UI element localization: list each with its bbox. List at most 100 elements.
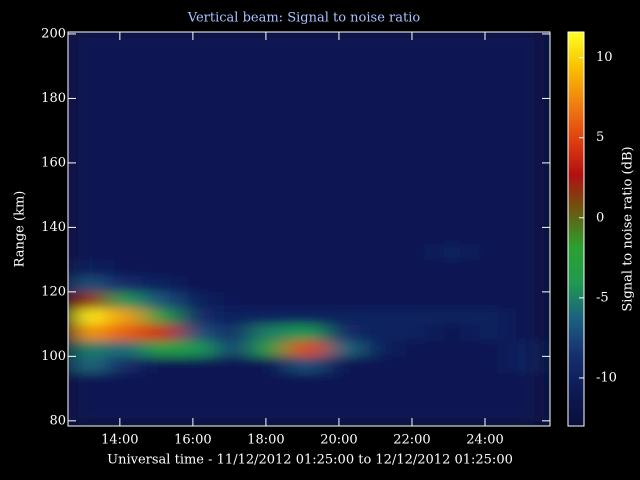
colorbar-strip bbox=[568, 198, 584, 201]
colorbar-strip bbox=[568, 354, 584, 357]
colorbar-strip bbox=[568, 132, 584, 135]
colorbar-strip bbox=[568, 54, 584, 57]
heat-cell bbox=[287, 307, 325, 325]
heat-cell bbox=[287, 98, 325, 116]
heat-cell bbox=[214, 162, 252, 180]
heat-cell bbox=[360, 404, 398, 422]
y-tick-label: 80 bbox=[49, 413, 66, 428]
colorbar-strip bbox=[568, 56, 584, 59]
heat-cell bbox=[506, 114, 544, 132]
heat-cell bbox=[324, 66, 362, 83]
heat-cell bbox=[68, 227, 106, 245]
heat-cell bbox=[214, 66, 252, 83]
colorbar-strip bbox=[568, 270, 584, 273]
heat-cell bbox=[251, 50, 289, 67]
heat-cell bbox=[397, 388, 435, 406]
colorbar-strip bbox=[568, 70, 584, 73]
colorbar-strip bbox=[568, 356, 584, 359]
colorbar-strip bbox=[568, 332, 584, 335]
colorbar-strip bbox=[568, 392, 584, 395]
heat-cell bbox=[506, 195, 544, 212]
heat-cell bbox=[287, 66, 325, 83]
colorbar-strip bbox=[568, 302, 584, 305]
heat-cell bbox=[433, 33, 471, 51]
heat-cell bbox=[506, 98, 544, 116]
heat-cell bbox=[433, 66, 471, 83]
heat-cell bbox=[68, 146, 106, 164]
heat-cell bbox=[324, 33, 362, 51]
heat-cell bbox=[287, 50, 325, 67]
colorbar-strip bbox=[568, 110, 584, 113]
colorbar-strip bbox=[568, 136, 584, 139]
colorbar-strip bbox=[568, 130, 584, 133]
colorbar-strip bbox=[568, 264, 584, 267]
heat-cell bbox=[251, 340, 289, 357]
heat-cell bbox=[324, 82, 362, 99]
heat-cell bbox=[470, 404, 508, 422]
heat-cell bbox=[324, 146, 362, 164]
heat-cell bbox=[397, 243, 435, 261]
heat-cell bbox=[397, 211, 435, 228]
colorbar-strip bbox=[568, 126, 584, 129]
heat-cell bbox=[324, 259, 362, 277]
heat-cell bbox=[397, 130, 435, 148]
colorbar-strip bbox=[568, 386, 584, 389]
colorbar-strip bbox=[568, 232, 584, 235]
heat-cell bbox=[105, 356, 143, 373]
colorbar-strip bbox=[568, 202, 584, 205]
heat-cell bbox=[214, 195, 252, 212]
heat-cell bbox=[105, 114, 143, 132]
colorbar-strip bbox=[568, 112, 584, 115]
heat-cell bbox=[360, 324, 398, 341]
heat-cell bbox=[214, 33, 252, 51]
heat-cell bbox=[141, 372, 179, 390]
heat-cell bbox=[506, 404, 544, 422]
colorbar-strip bbox=[568, 106, 584, 109]
heat-cell bbox=[470, 82, 508, 99]
colorbar-strip bbox=[568, 362, 584, 365]
colorbar-tick-label: 5 bbox=[596, 130, 604, 145]
colorbar-strip bbox=[568, 172, 584, 175]
colorbar-strip bbox=[568, 236, 584, 239]
heat-cell bbox=[105, 259, 143, 277]
x-tick-label: 16:00 bbox=[174, 433, 211, 448]
heat-cell bbox=[214, 146, 252, 164]
heat-cell bbox=[506, 340, 544, 357]
heat-cell bbox=[178, 227, 216, 245]
heat-cell bbox=[360, 388, 398, 406]
colorbar-strip bbox=[568, 160, 584, 163]
colorbar-strip bbox=[568, 50, 584, 53]
colorbar-strip bbox=[568, 62, 584, 65]
colorbar-strip bbox=[568, 32, 584, 35]
heat-cell bbox=[506, 388, 544, 406]
heat-cell bbox=[433, 324, 471, 341]
heat-cell bbox=[141, 211, 179, 228]
colorbar-strip bbox=[568, 74, 584, 77]
heat-cell bbox=[324, 340, 362, 357]
colorbar-strip bbox=[568, 366, 584, 369]
heat-cell bbox=[251, 98, 289, 116]
heat-cell bbox=[251, 227, 289, 245]
heat-cell bbox=[433, 50, 471, 67]
heat-cell bbox=[141, 179, 179, 196]
colorbar-strip bbox=[568, 314, 584, 317]
colorbar-strip bbox=[568, 196, 584, 199]
y-tick-label: 120 bbox=[41, 284, 66, 299]
colorbar-strip bbox=[568, 146, 584, 149]
heat-cell bbox=[287, 259, 325, 277]
heat-cell bbox=[506, 259, 544, 277]
heat-cell bbox=[105, 324, 143, 341]
heat-cell bbox=[324, 324, 362, 341]
heatmap bbox=[68, 33, 544, 422]
colorbar-strip bbox=[568, 330, 584, 333]
colorbar-strip bbox=[568, 350, 584, 353]
colorbar-strip bbox=[568, 220, 584, 223]
heat-cell bbox=[68, 33, 106, 51]
x-tick-label: 18:00 bbox=[247, 433, 284, 448]
heat-cell bbox=[324, 179, 362, 196]
colorbar-strip bbox=[568, 334, 584, 337]
heat-cell bbox=[178, 404, 216, 422]
heat-cell bbox=[141, 291, 179, 309]
heat-cell bbox=[141, 130, 179, 148]
heat-cell bbox=[287, 243, 325, 261]
